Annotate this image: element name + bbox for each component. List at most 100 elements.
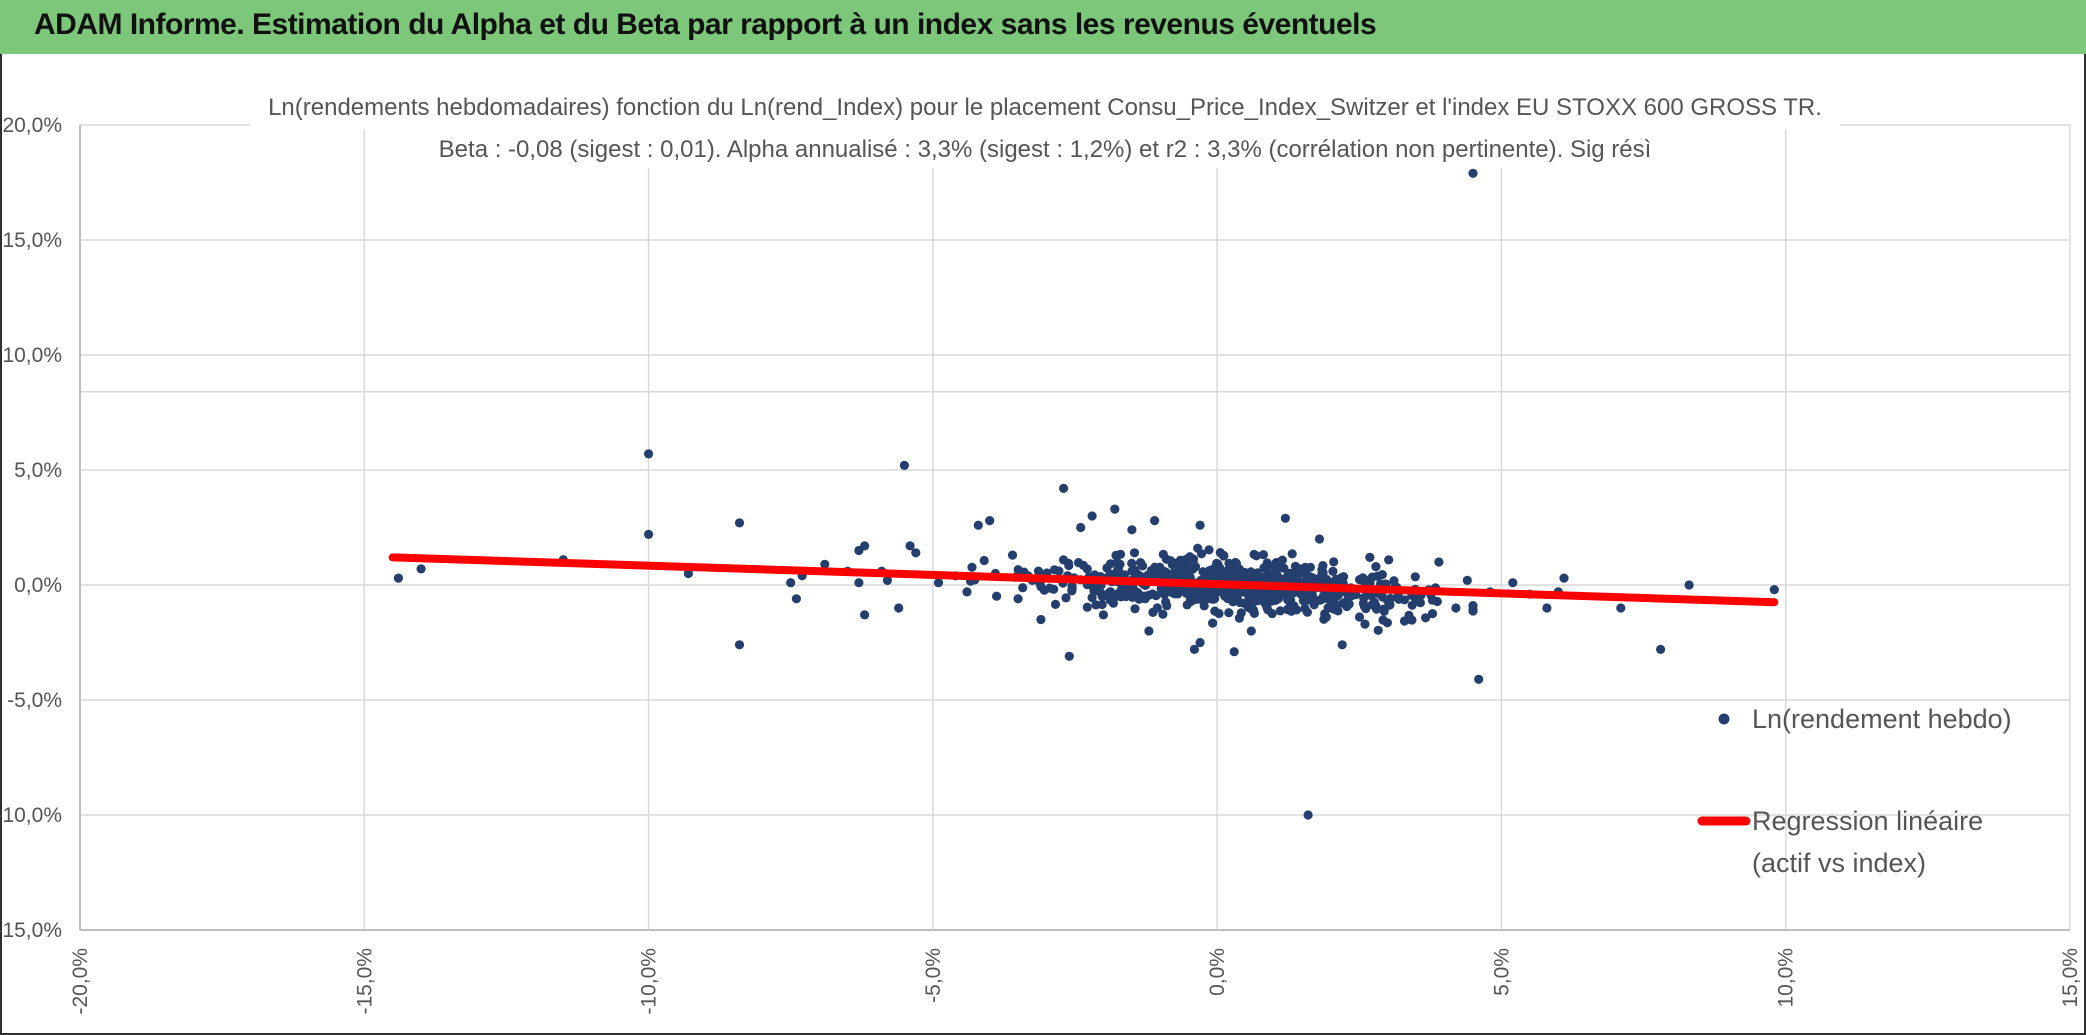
data-point <box>1339 572 1349 582</box>
data-point <box>1359 601 1369 611</box>
x-tick-labels: -20,0% -15,0% -10,0% -5,0% 0,0% 5,0% 10,0% 15,0… <box>69 948 2082 1015</box>
data-point <box>1367 599 1377 610</box>
data-point <box>860 541 870 551</box>
data-point <box>1158 609 1168 619</box>
page-title: ADAM Informe. Estimation du Alpha et du … <box>34 8 1377 41</box>
data-point <box>979 555 989 566</box>
legend-point-marker <box>1718 713 1730 725</box>
data-point <box>1193 543 1203 553</box>
data-point <box>1166 556 1176 566</box>
x-tick-label: 15,0% <box>2059 948 2082 1008</box>
data-point <box>1129 585 1139 595</box>
data-point <box>1378 615 1388 625</box>
data-point <box>1033 566 1044 576</box>
y-tick-label: 5,0% <box>14 459 62 482</box>
data-point <box>1097 592 1107 602</box>
data-point <box>1195 520 1205 530</box>
x-tick-label: 5,0% <box>1490 948 1513 996</box>
data-point <box>1224 558 1234 569</box>
data-point <box>1542 603 1552 613</box>
y-tick-label: 20,0% <box>2 114 62 137</box>
data-point <box>1290 575 1300 585</box>
data-point <box>1258 550 1268 560</box>
data-point <box>1295 564 1305 574</box>
data-point <box>1175 555 1185 565</box>
data-point <box>1064 560 1074 571</box>
data-point <box>1287 602 1297 613</box>
data-point <box>1059 483 1069 493</box>
data-point <box>1102 563 1112 573</box>
data-point <box>985 516 995 526</box>
data-point <box>1559 573 1569 583</box>
data-point <box>791 594 802 604</box>
data-point <box>1111 550 1121 561</box>
data-point <box>1354 612 1365 622</box>
data-point <box>1208 618 1218 628</box>
x-tick-label: -10,0% <box>638 948 661 1015</box>
regression-line <box>388 553 1779 607</box>
data-point <box>1410 572 1420 582</box>
data-point <box>1162 601 1172 611</box>
data-point <box>1508 578 1518 588</box>
chart-frame <box>0 54 2086 1035</box>
data-point <box>1223 565 1233 575</box>
data-point <box>1229 647 1239 657</box>
data-point <box>1115 559 1125 569</box>
data-point <box>1195 637 1205 648</box>
data-point <box>1267 570 1277 580</box>
data-point <box>1195 592 1206 602</box>
header-bar: ADAM Informe. Estimation du Alpha et du … <box>0 0 2086 54</box>
data-point <box>1302 607 1312 617</box>
y-tick-label: 0,0% <box>14 574 62 597</box>
data-point <box>1385 600 1395 610</box>
data-point <box>1076 522 1086 533</box>
data-point <box>1253 594 1263 605</box>
data-point <box>1337 640 1347 650</box>
data-point <box>820 559 830 569</box>
data-point <box>1050 599 1061 610</box>
data-point <box>1162 586 1172 596</box>
data-point <box>1170 589 1180 599</box>
x-tick-label: -15,0% <box>353 948 376 1015</box>
data-point <box>1372 571 1382 581</box>
data-point <box>1323 576 1333 586</box>
data-point <box>1236 608 1246 618</box>
data-point <box>1139 591 1149 601</box>
data-point <box>1365 552 1375 563</box>
data-point <box>1462 575 1472 586</box>
legend-line-label-1: Regression linéaire <box>1752 806 1983 836</box>
data-point <box>393 573 403 583</box>
data-point <box>1317 565 1327 575</box>
data-point <box>899 460 910 470</box>
legend-line-label-2: (actif vs index) <box>1752 848 1926 878</box>
data-point <box>1360 619 1370 629</box>
data-point <box>1129 548 1140 558</box>
data-point <box>734 640 745 650</box>
data-point <box>1238 573 1248 583</box>
data-point <box>1280 513 1290 523</box>
data-point <box>1116 584 1127 595</box>
data-point <box>1410 593 1420 604</box>
axes <box>79 125 2070 931</box>
data-point <box>1360 577 1370 587</box>
y-tick-label: -5,0% <box>7 689 62 712</box>
regression-layer <box>388 553 1779 607</box>
data-point <box>416 564 426 574</box>
legend: Ln(rendement hebdo) Regression linéaire … <box>1697 704 2012 878</box>
data-point <box>1468 606 1478 616</box>
data-point <box>1468 168 1478 178</box>
data-point <box>1144 626 1154 636</box>
data-point <box>1287 549 1297 559</box>
data-point <box>860 610 870 620</box>
data-point <box>1177 566 1187 576</box>
y-tick-labels: 20,0% 15,0% 10,0% 5,0% 0,0% -5,0% -10,0% -15,0% <box>0 114 62 942</box>
y-tick-label: -15,0% <box>0 919 62 942</box>
data-point <box>1097 599 1107 610</box>
data-point <box>933 578 944 588</box>
data-point <box>1130 604 1140 614</box>
data-point <box>1373 625 1383 635</box>
data-point <box>1434 557 1444 567</box>
data-point <box>1189 644 1199 655</box>
data-point <box>905 541 915 551</box>
data-point <box>967 562 977 572</box>
